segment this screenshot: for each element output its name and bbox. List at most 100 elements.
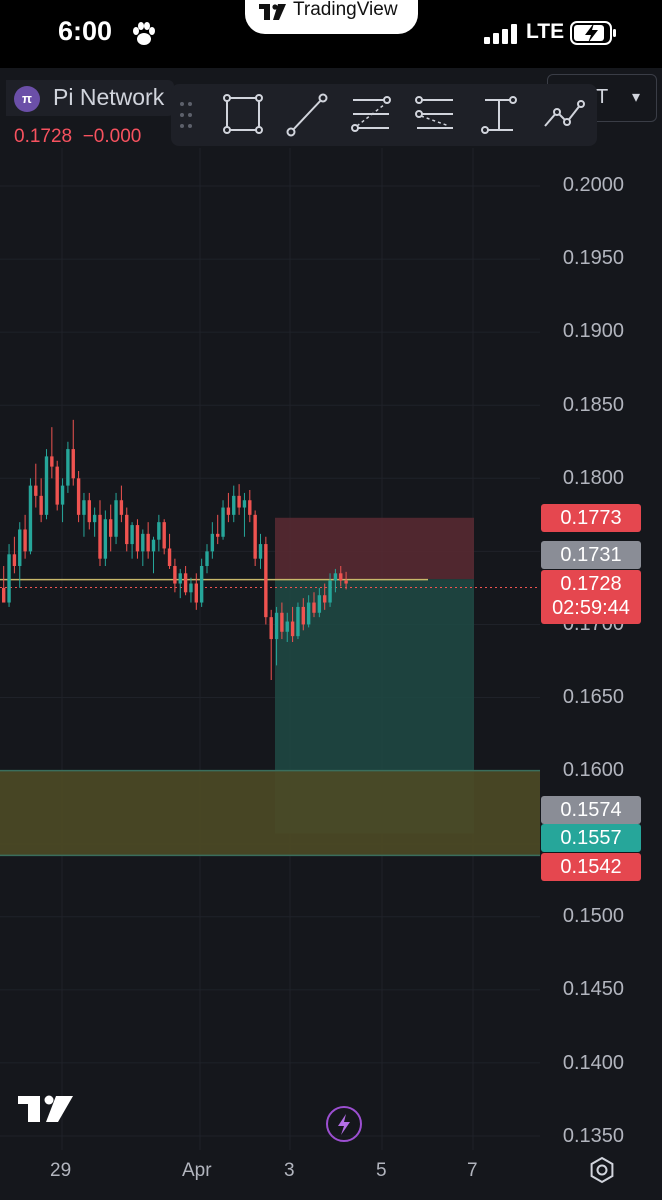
price-range-tool-icon[interactable]	[475, 92, 523, 138]
candle-down	[2, 588, 5, 603]
price-axis-label: 0.1400	[524, 1052, 624, 1075]
level-price-tag: 0.1574	[541, 796, 641, 824]
path-tool-icon[interactable]	[539, 92, 587, 138]
drawing-toolbar	[171, 84, 597, 146]
candle-down	[77, 478, 80, 515]
settings-gear-icon[interactable]	[588, 1156, 616, 1184]
bar-countdown: 02:59:44	[541, 596, 641, 620]
time-axis-label: 5	[376, 1160, 387, 1182]
parallel-channel-tool-icon[interactable]	[411, 92, 459, 138]
candle-up	[18, 529, 21, 566]
candle-down	[13, 554, 16, 566]
legend-change: −0.000	[83, 126, 142, 147]
stop-loss-price-tag: 0.1773	[541, 504, 641, 532]
candle-down	[291, 622, 294, 637]
price-axis-label: 0.1350	[524, 1125, 624, 1148]
candle-up	[104, 519, 107, 558]
candle-up	[211, 534, 214, 552]
candle-down	[184, 573, 187, 592]
candle-down	[264, 544, 267, 617]
price-axis-label: 0.1500	[524, 905, 624, 928]
candle-up	[189, 584, 192, 593]
support-zone	[0, 771, 540, 856]
current-price-tag: 0.1728 02:59:44	[541, 570, 641, 624]
zone-bottom-price-tag: 0.1542	[541, 853, 641, 881]
candle-up	[259, 544, 262, 559]
candle-down	[98, 515, 101, 559]
price-axis-label: 0.1950	[524, 247, 624, 270]
candle-down	[323, 595, 326, 602]
candle-up	[45, 456, 48, 514]
candle-up	[232, 496, 235, 515]
candle-down	[270, 617, 273, 639]
price-axis-label: 0.1450	[524, 978, 624, 1001]
candle-up	[61, 486, 64, 505]
candle-down	[237, 496, 240, 508]
legend-price-row: 0.1728 −0.000	[14, 126, 174, 148]
symbol-name[interactable]: Pi Network	[53, 84, 173, 111]
pi-network-logo-icon: π	[14, 86, 40, 112]
candle-up	[334, 573, 337, 580]
candle-down	[216, 534, 219, 537]
candle-down	[227, 508, 230, 515]
candle-down	[56, 467, 59, 505]
candle-up	[130, 525, 133, 544]
candle-up	[221, 508, 224, 537]
candle-down	[50, 456, 53, 466]
candle-up	[93, 515, 96, 522]
chevron-down-icon: ▾	[632, 87, 640, 107]
candle-up	[318, 595, 321, 613]
candle-down	[195, 584, 198, 603]
trend-line-tool-icon[interactable]	[283, 92, 331, 138]
candle-up	[29, 486, 32, 552]
time-axis-label: 7	[467, 1160, 478, 1182]
candle-down	[163, 522, 166, 548]
candle-up	[286, 622, 289, 632]
candle-down	[312, 603, 315, 613]
candle-up	[66, 449, 69, 486]
candle-down	[39, 496, 42, 515]
candle-down	[173, 566, 176, 584]
candle-down	[253, 515, 256, 559]
candle-down	[248, 500, 251, 515]
candle-down	[109, 519, 112, 537]
price-axis-label: 0.1600	[524, 759, 624, 782]
candle-up	[243, 500, 246, 507]
candle-down	[136, 525, 139, 551]
price-axis-label: 0.1800	[524, 467, 624, 490]
tradingview-watermark-icon	[18, 1094, 74, 1124]
candle-down	[23, 529, 26, 551]
lightning-icon[interactable]	[326, 1106, 362, 1142]
candle-up	[141, 534, 144, 552]
candle-down	[88, 500, 91, 522]
candle-down	[146, 534, 149, 552]
candle-down	[125, 515, 128, 544]
price-axis-label: 0.2000	[524, 174, 624, 197]
price-axis-label: 0.1850	[524, 394, 624, 417]
current-price-value: 0.1728	[541, 572, 641, 596]
rectangle-tool-icon[interactable]	[219, 92, 267, 138]
candle-up	[275, 613, 278, 639]
candle-up	[200, 566, 203, 603]
candle-up	[7, 554, 10, 602]
candle-up	[296, 607, 299, 636]
candle-up	[114, 500, 117, 537]
drag-handle-icon[interactable]	[179, 100, 193, 130]
candle-down	[72, 449, 75, 478]
time-axis-label: 3	[284, 1160, 295, 1182]
price-axis-label: 0.1900	[524, 320, 624, 343]
fib-retracement-tool-icon[interactable]	[347, 92, 395, 138]
candle-down	[344, 581, 347, 584]
stop-loss-zone	[275, 518, 474, 579]
candle-down	[302, 607, 305, 625]
interval-label: T	[596, 86, 608, 109]
candle-down	[280, 613, 283, 632]
candle-up	[157, 522, 160, 540]
candle-up	[152, 540, 155, 552]
time-axis-label: Apr	[182, 1160, 212, 1182]
candle-up	[307, 603, 310, 625]
candle-up	[82, 500, 85, 515]
candle-up	[179, 573, 182, 583]
time-axis-label: 29	[50, 1160, 71, 1182]
price-axis-label: 0.1650	[524, 686, 624, 709]
